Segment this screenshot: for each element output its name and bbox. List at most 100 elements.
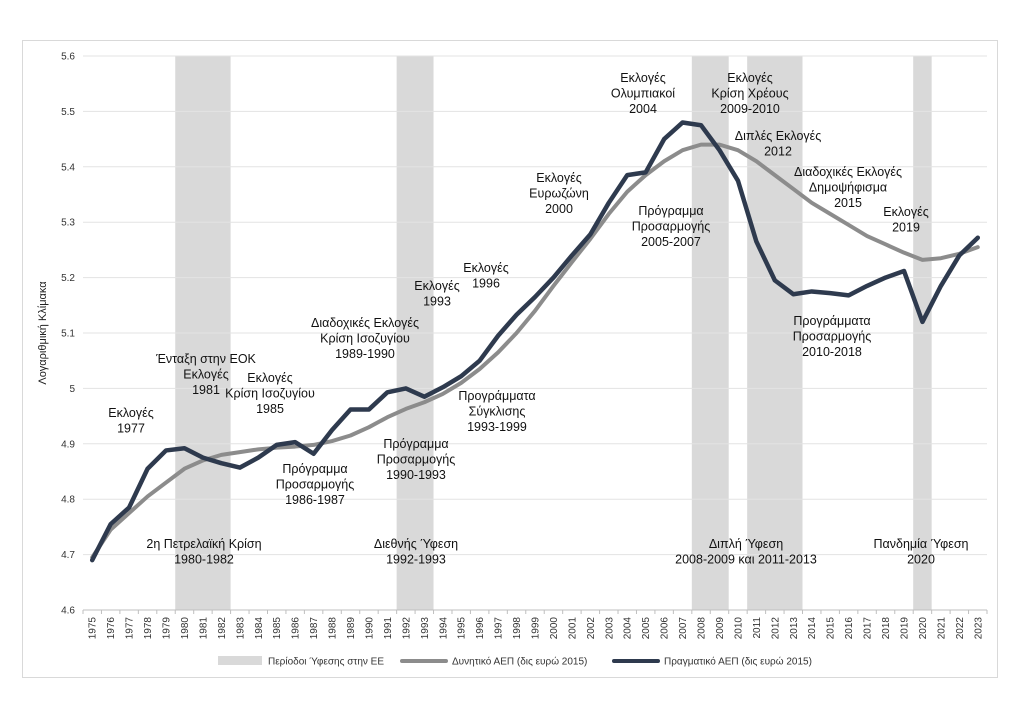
annotation-line: Εκλογές <box>414 279 459 293</box>
annotation-line: 1989-1990 <box>335 347 395 361</box>
annotation-line: 2015 <box>834 196 862 210</box>
annotation-line: Προσαρμογής <box>276 478 355 492</box>
x-tick-label: 2023 <box>973 617 984 640</box>
legend-label: Πραγματικό ΑΕΠ (δις ευρώ 2015) <box>664 656 812 668</box>
annotation-line: 1996 <box>472 277 500 291</box>
x-tick-label: 2002 <box>586 617 597 640</box>
x-tick-label: 1993 <box>420 617 431 640</box>
x-tick-label: 1991 <box>383 617 394 640</box>
annotation-eok: Ένταξη στην ΕΟΚ Εκλογές 1981 <box>155 352 256 397</box>
annotation-line: Δημοψήφισμα <box>809 181 887 195</box>
annotation-line: Διεθνής Ύφεση <box>374 537 458 551</box>
annotation-line: Εκλογές <box>463 261 508 275</box>
annotation-prog1986: Πρόγραμμα Προσαρμογής 1986-1987 <box>276 462 355 507</box>
annotation-prog2005: Πρόγραμμα Προσαρμογής 2005-2007 <box>632 204 711 249</box>
annotation-line: Κρίση Χρέους <box>711 87 788 101</box>
x-tick-label: 2008 <box>697 617 708 640</box>
annotation-pand: Πανδημία Ύφεση 2020 <box>874 537 969 567</box>
annotation-line: Διπλή Ύφεση <box>709 537 783 551</box>
annotation-2015: Διαδοχικές Εκλογές Δημοψήφισμα 2015 <box>794 165 902 210</box>
annotation-prog2010: Προγράμματα Προσαρμογής 2010-2018 <box>793 314 872 359</box>
annotation-line: Πανδημία Ύφεση <box>874 537 969 551</box>
x-tick-label: 1981 <box>198 617 209 640</box>
annotation-line: Εκλογές <box>536 171 581 185</box>
x-tick-label: 2020 <box>918 617 929 640</box>
legend-label: Περίοδοι Ύφεσης στην ΕΕ <box>268 656 384 668</box>
x-tick-label: 2009 <box>715 617 726 640</box>
x-tick-label: 2011 <box>752 617 763 639</box>
annotation-line: 2008-2009 και 2011-2013 <box>675 553 817 567</box>
x-tick-label: 1987 <box>309 617 320 640</box>
x-tick-label: 1994 <box>438 617 449 640</box>
annotation-2004: Εκλογές Ολυμπιακοί 2004 <box>611 71 675 116</box>
annotation-line: Διαδοχικές Εκλογές <box>794 165 902 179</box>
annotation-line: Προγράμματα <box>458 389 535 403</box>
annotation-line: Προσαρμογής <box>377 453 456 467</box>
annotation-2012: Διπλές Εκλογές 2012 <box>735 129 822 159</box>
annotation-1989: Διαδοχικές Εκλογές Κρίση Ισοζυγίου 1989-19… <box>311 316 419 361</box>
x-tick-label: 2000 <box>549 617 560 640</box>
annotation-line: 2004 <box>629 102 657 116</box>
y-tick-label: 5.5 <box>61 107 75 118</box>
annotation-line: Ένταξη στην ΕΟΚ <box>155 352 256 366</box>
annotation-line: 2019 <box>892 221 920 235</box>
annotation-line: 1990-1993 <box>386 468 446 482</box>
x-tick-label: 1997 <box>494 617 505 640</box>
annotation-line: Προσαρμογής <box>793 330 872 344</box>
annotation-syg1993: Προγράμματα Σύγκλισης 1993-1999 <box>458 389 535 434</box>
x-tick-label: 1985 <box>272 617 283 640</box>
y-tick-label: 4.9 <box>61 439 75 450</box>
annotation-line: Εκλογές <box>727 71 772 85</box>
annotation-line: 2012 <box>764 145 792 159</box>
x-tick-label: 2014 <box>807 617 818 640</box>
annotation-line: 1993 <box>423 295 451 309</box>
x-tick-label: 2003 <box>604 617 615 640</box>
annotation-line: 2000 <box>545 202 573 216</box>
y-tick-label: 4.6 <box>61 606 75 617</box>
annotation-1993: Εκλογές 1993 <box>414 279 459 309</box>
annotation-line: Πρόγραμμα <box>383 437 448 451</box>
x-tick-label: 2007 <box>678 617 689 640</box>
chart-frame <box>22 40 998 678</box>
x-tick-label: 2018 <box>881 617 892 640</box>
x-tick-label: 1976 <box>106 617 117 640</box>
annotation-line: Προσαρμογής <box>632 220 711 234</box>
y-tick-label: 5.3 <box>61 218 75 229</box>
axes: 4.6 4.7 4.8 4.9 5 5.1 5.2 5.3 5.4 5.5 5.6 Λογαριθμι… <box>37 52 988 640</box>
x-tick-label: 1979 <box>162 617 173 640</box>
annotation-line: Κρίση Ισοζυγίου <box>225 387 315 401</box>
x-tick-label: 2017 <box>863 617 874 640</box>
annotation-line: 1993-1999 <box>467 420 527 434</box>
x-tick-label: 2001 <box>567 617 578 640</box>
y-tick-label: 5.4 <box>61 162 75 173</box>
gridlines <box>83 55 987 611</box>
x-tick-label: 1999 <box>531 617 542 640</box>
annotation-line: Εκλογές <box>108 406 153 420</box>
annotation-line: 1981 <box>192 383 220 397</box>
annotation-line: 1985 <box>256 402 284 416</box>
annotation-line: 1986-1987 <box>285 493 345 507</box>
annotation-line: Προγράμματα <box>793 314 870 328</box>
x-tick-label: 1982 <box>217 617 228 640</box>
x-tick-label: 1992 <box>401 617 412 640</box>
annotation-line: 2020 <box>907 553 935 567</box>
annotation-line: Κρίση Ισοζυγίου <box>320 332 410 346</box>
y-tick-label: 5.6 <box>61 52 75 63</box>
annotation-line: 2010-2018 <box>802 345 862 359</box>
actual-gdp-line <box>89 120 981 563</box>
x-tick-label: 2005 <box>641 617 652 640</box>
y-tick-label: 5 <box>69 384 75 395</box>
series-lines <box>89 120 981 563</box>
legend: Περίοδοι Ύφεσης στην ΕΕ Δυνητικό ΑΕΠ (δις… <box>218 656 812 668</box>
annotation-line: 2η Πετρελαϊκή Κρίση <box>146 537 261 551</box>
annotation-line: Εκλογές <box>883 205 928 219</box>
x-tick-label: 2013 <box>789 617 800 640</box>
x-tick-label: 1977 <box>125 617 136 640</box>
annotation-2019: Εκλογές 2019 <box>883 205 928 235</box>
annotation-double: Διπλή Ύφεση 2008-2009 και 2011-2013 <box>675 537 817 567</box>
x-tick-label: 1983 <box>235 617 246 640</box>
annotation-line: Πρόγραμμα <box>638 204 703 218</box>
annotation-1977: Εκλογές 1977 <box>108 406 153 436</box>
